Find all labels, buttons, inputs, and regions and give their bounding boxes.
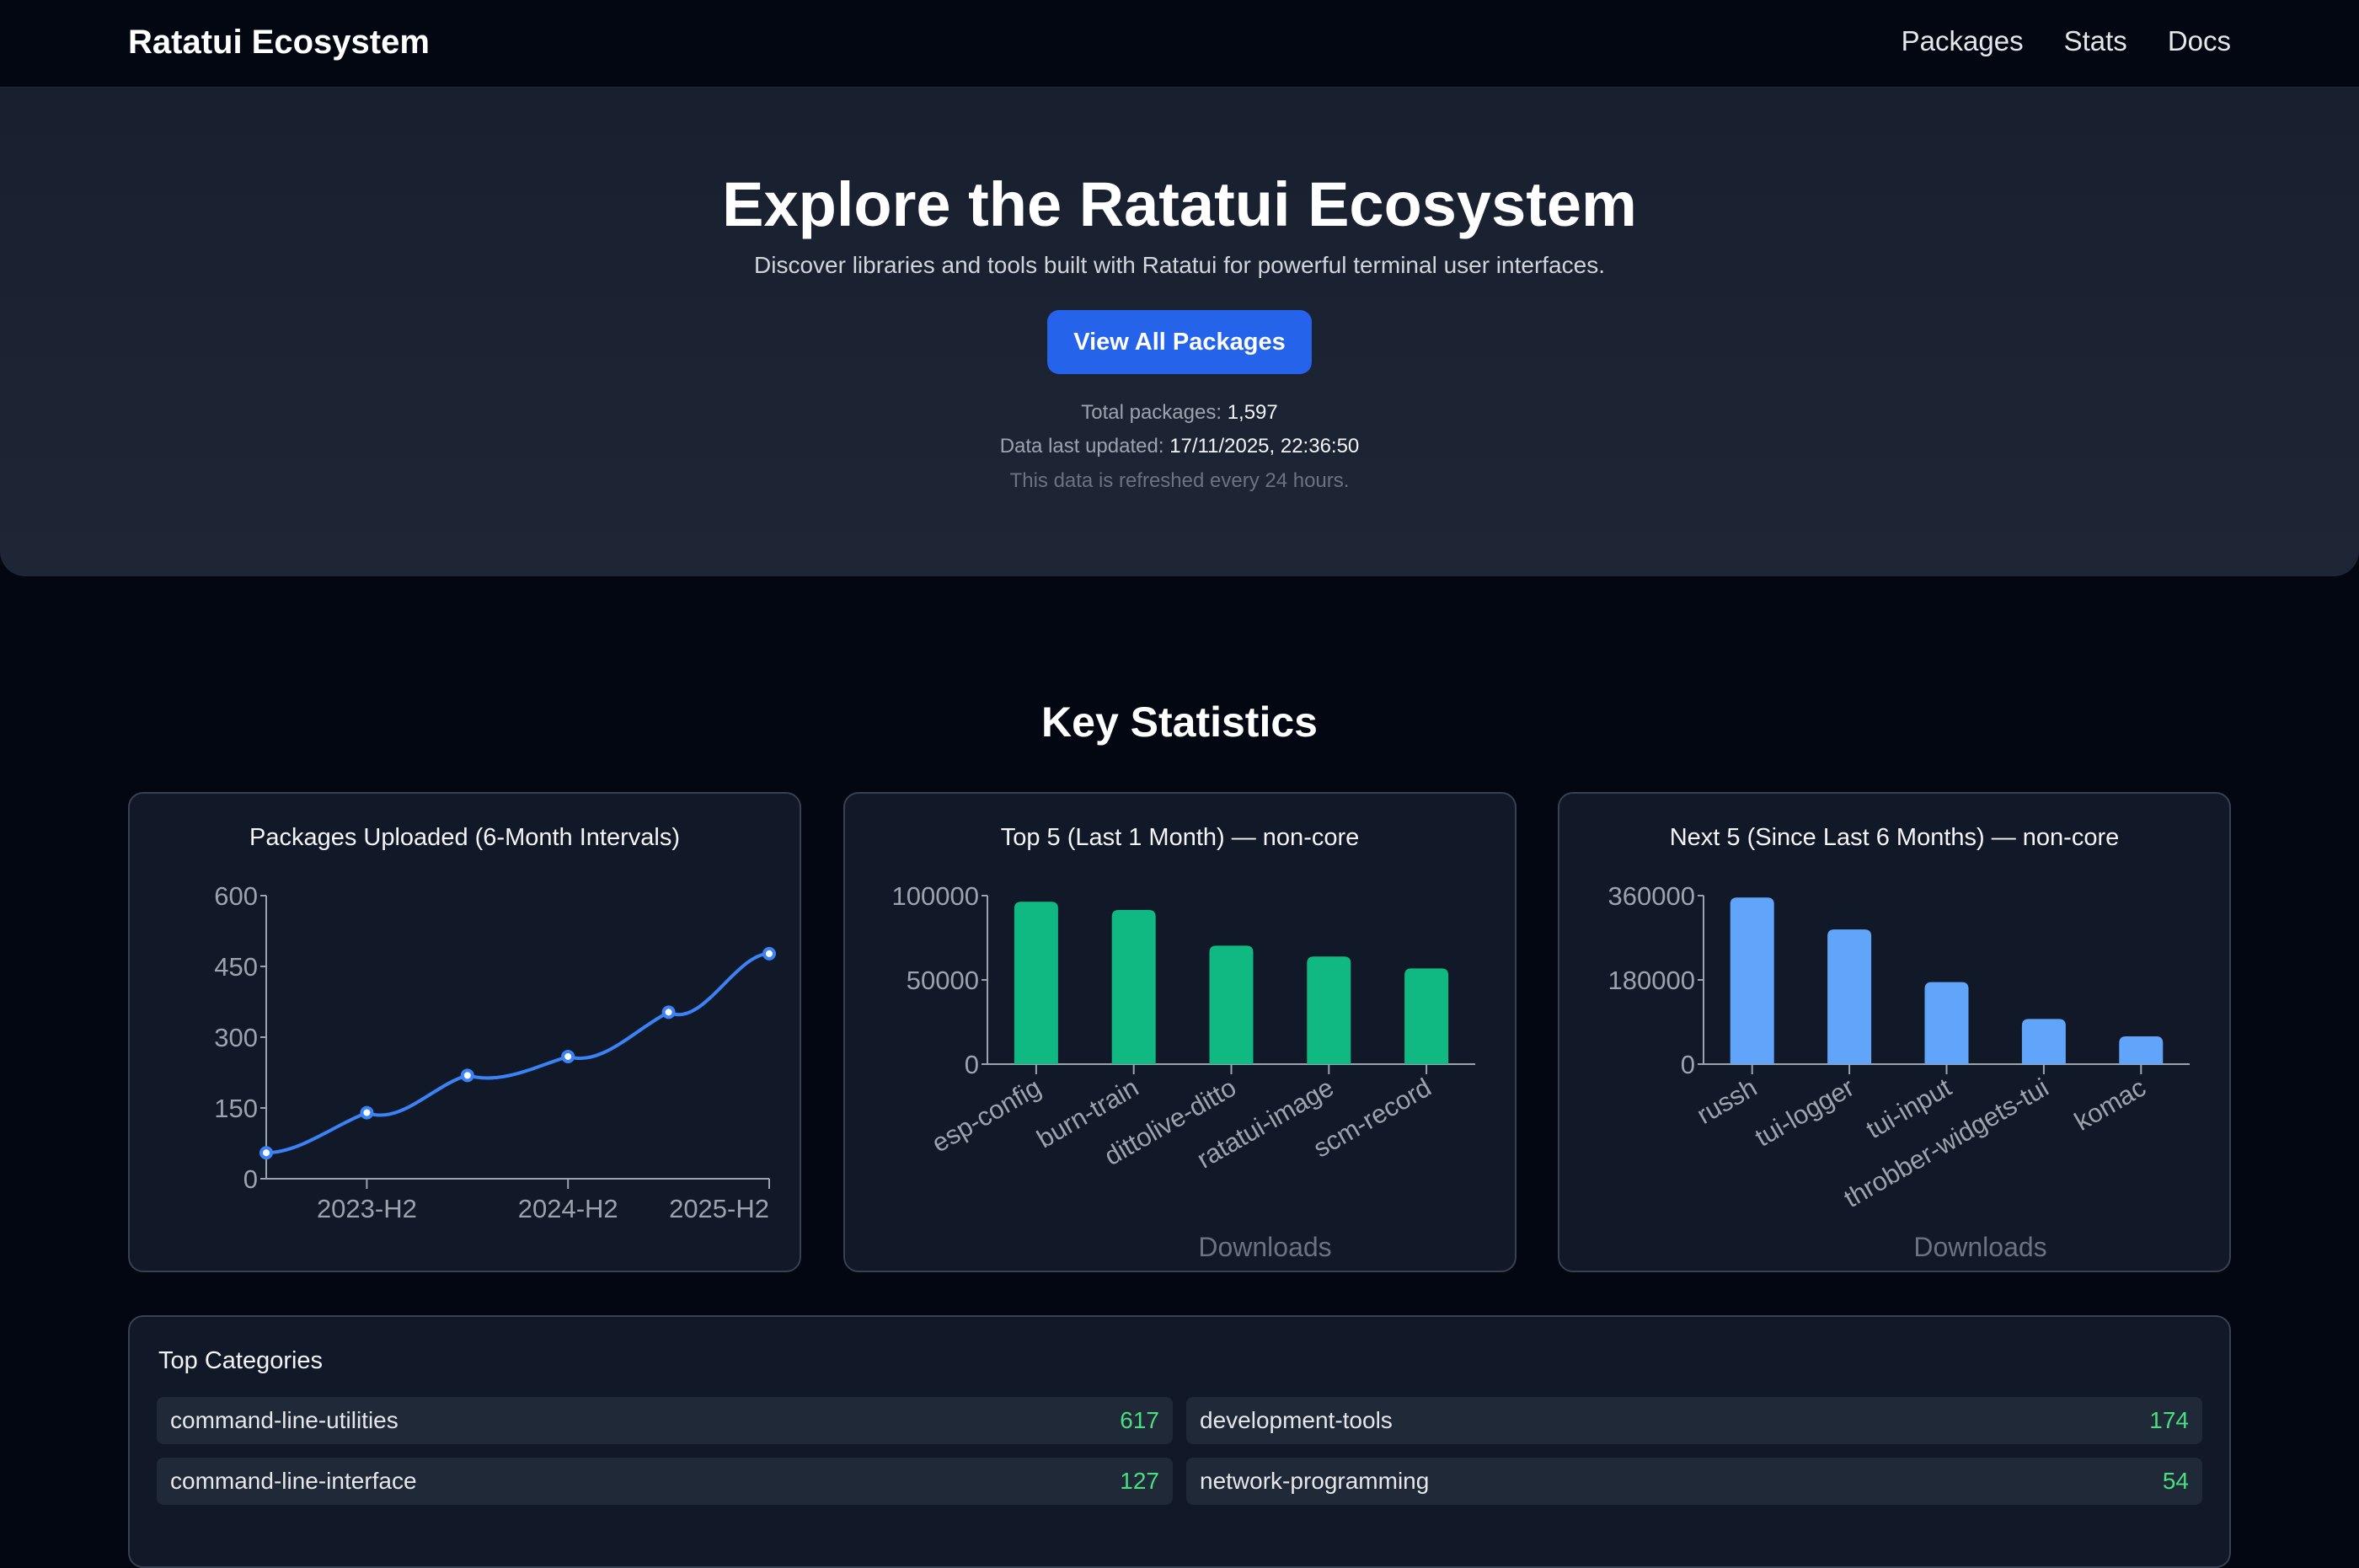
hero-subtitle: Discover libraries and tools built with …: [754, 252, 1605, 278]
x-tick-label: komac: [2069, 1073, 2151, 1137]
category-count: 617: [1120, 1407, 1159, 1433]
data-point: [360, 1105, 374, 1120]
category-count: 174: [2149, 1407, 2189, 1433]
y-tick-label: 50000: [907, 966, 979, 995]
y-tick-label: 360000: [1608, 881, 1695, 911]
chart-title: Packages Uploaded (6-Month Intervals): [249, 824, 680, 851]
category-count: 127: [1120, 1468, 1159, 1494]
hero-title: Explore the Ratatui Ecosystem: [722, 169, 1637, 239]
total-packages: Total packages: 1,597: [0, 401, 2359, 425]
bar: [1827, 929, 1872, 1064]
nav-link-packages[interactable]: Packages: [1901, 25, 2024, 56]
y-tick-label: 600: [214, 881, 258, 911]
key-statistics-heading: Key Statistics: [1041, 698, 1318, 746]
y-tick-label: 0: [1681, 1050, 1695, 1079]
refresh-note: This data is refreshed every 24 hours.: [1009, 469, 1350, 492]
category-name: command-line-utilities: [170, 1407, 399, 1433]
bar: [1307, 956, 1351, 1064]
total-label: Total packages:: [1081, 401, 1222, 424]
top5-card: Top 5 (Last 1 Month) — non-core 0 50000 10…: [843, 792, 1516, 1272]
bar: [1404, 968, 1449, 1064]
updated-value: 17/11/2025, 22:36:50: [1169, 435, 1360, 458]
next5-card: Next 5 (Since Last 6 Months) — non-core …: [1558, 792, 2231, 1272]
top-categories-title: Top Categories: [158, 1347, 324, 1374]
x-tick-label: tui-logger: [1750, 1073, 1859, 1153]
category-item[interactable]: command-line-interface 127: [157, 1458, 1173, 1505]
y-tick-label: 300: [214, 1023, 258, 1052]
view-all-packages-button[interactable]: View All Packages: [1047, 310, 1312, 374]
y-tick-label: 180000: [1608, 966, 1695, 995]
category-item[interactable]: development-tools 174: [1186, 1397, 2202, 1444]
brand-logo[interactable]: Ratatui Ecosystem: [128, 24, 430, 61]
data-point: [460, 1068, 474, 1083]
total-value: 1,597: [1227, 401, 1278, 424]
bar: [2021, 1019, 2066, 1064]
x-tick-label: russh: [1692, 1073, 1762, 1130]
chart-title: Next 5 (Since Last 6 Months) — non-core: [1669, 824, 2120, 851]
bar: [1209, 945, 1254, 1064]
bar: [1014, 902, 1058, 1064]
packages-uploaded-card: Packages Uploaded (6-Month Intervals) 0 1…: [128, 792, 801, 1272]
data-point: [561, 1049, 575, 1063]
category-item[interactable]: command-line-utilities 617: [157, 1397, 1173, 1444]
last-updated: Data last updated: 17/11/2025, 22:36:50: [0, 435, 2359, 458]
chart-title: Top 5 (Last 1 Month) — non-core: [1000, 824, 1360, 851]
x-tick-label: 2023-H2: [317, 1194, 417, 1223]
x-tick-label: 2025-H2: [669, 1194, 769, 1223]
bar-chart: 050000100000esp-configburn-traindittoliv…: [892, 881, 1475, 1262]
nav-links: Packages Stats Docs: [1902, 25, 2231, 57]
y-tick-label: 100000: [892, 881, 979, 911]
top-nav: Ratatui Ecosystem Packages Stats Docs: [0, 0, 2359, 88]
x-tick-label: 2024-H2: [518, 1194, 618, 1223]
nav-link-docs[interactable]: Docs: [2167, 25, 2231, 56]
y-tick-label: 0: [965, 1050, 979, 1079]
category-count: 54: [2162, 1468, 2189, 1494]
line-chart: 0 150 300 450 600 2023-H2 2024-H2 2025-H2: [214, 881, 776, 1223]
category-item[interactable]: network-programming 54: [1186, 1458, 2202, 1505]
category-name: command-line-interface: [170, 1468, 417, 1494]
bar: [1111, 910, 1156, 1064]
category-name: network-programming: [1200, 1468, 1430, 1494]
data-point: [259, 1146, 273, 1160]
hero-section: Explore the Ratatui Ecosystem Discover l…: [0, 88, 2359, 576]
bar: [1924, 982, 1969, 1064]
x-axis-label: Downloads: [1198, 1232, 1331, 1262]
category-name: development-tools: [1200, 1407, 1393, 1433]
updated-label: Data last updated:: [999, 435, 1164, 458]
x-tick-label: esp-config: [927, 1073, 1046, 1159]
series-line: [265, 951, 770, 1155]
bar: [1730, 897, 1774, 1064]
y-tick-label: 450: [214, 952, 258, 982]
top-categories-card: Top Categories command-line-utilities 617…: [128, 1315, 2231, 1568]
nav-link-stats[interactable]: Stats: [2063, 25, 2127, 56]
y-tick-label: 0: [243, 1164, 258, 1194]
x-axis-label: Downloads: [1913, 1232, 2046, 1262]
data-point: [661, 1005, 676, 1019]
bar: [2119, 1036, 2164, 1064]
data-point: [762, 946, 776, 961]
y-tick-label: 150: [214, 1094, 258, 1123]
